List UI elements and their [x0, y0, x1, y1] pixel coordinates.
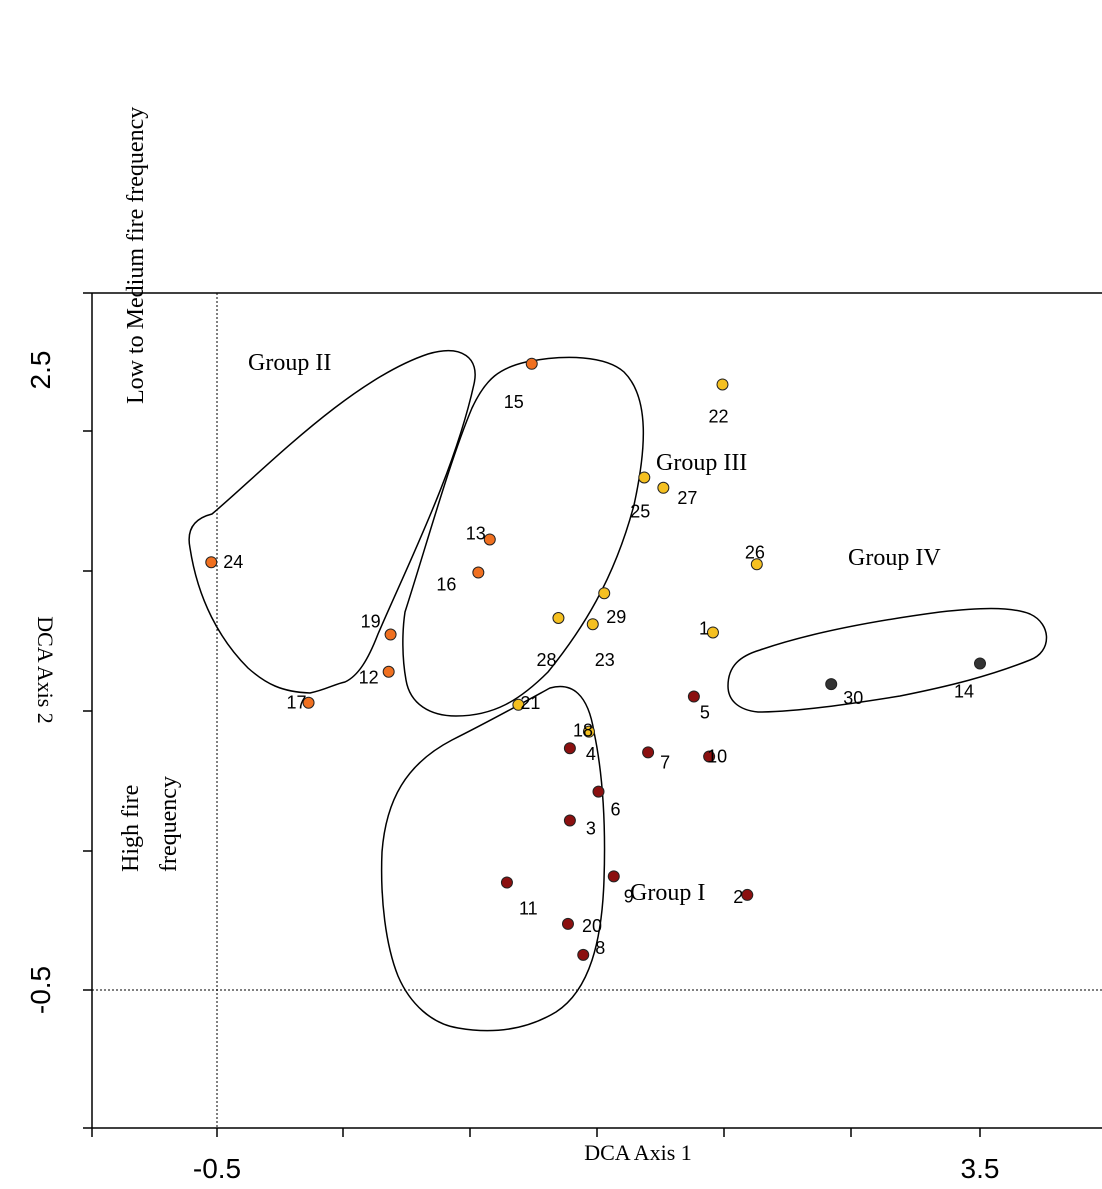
group-names: Group I Group II Group III Group IV — [248, 350, 941, 906]
data-point-label: 6 — [611, 800, 621, 820]
data-point-label: 12 — [359, 668, 379, 688]
tick-labels: -0.5 3.5 -0.5 2.5 — [25, 351, 999, 1184]
data-point-label: 22 — [708, 406, 728, 426]
data-point — [741, 888, 754, 901]
data-point — [577, 948, 590, 961]
reference-lines — [92, 293, 1102, 1128]
annotation-high-fire-line2: frequency — [156, 776, 182, 872]
x-axis-title: DCA Axis 1 — [584, 1140, 692, 1165]
annotation-low-medium-fire: Low to Medium fire frequency — [123, 107, 149, 404]
data-point — [716, 378, 729, 391]
data-point — [205, 556, 218, 569]
data-point-label: 26 — [745, 542, 765, 562]
data-point — [974, 657, 986, 670]
data-point — [825, 678, 838, 691]
data-point — [750, 558, 763, 571]
data-point-label: 2 — [733, 887, 743, 907]
data-point-label: 24 — [223, 552, 243, 572]
group-name-iii: Group III — [656, 450, 747, 476]
group-ii-outline — [188, 350, 476, 694]
data-point — [598, 587, 611, 600]
data-point-label: 20 — [582, 916, 602, 936]
axes — [91, 292, 1102, 1129]
data-point — [592, 785, 605, 798]
data-point-label: 25 — [630, 501, 650, 521]
data-point-label: 18 — [573, 721, 593, 741]
data-point-label: 21 — [520, 693, 540, 713]
data-point — [687, 690, 700, 703]
data-point — [638, 471, 651, 484]
data-point — [472, 566, 485, 579]
point-labels: 1234567891011121314151617181920212223242… — [223, 392, 974, 958]
data-point-label: 15 — [504, 392, 524, 412]
data-point — [525, 357, 538, 370]
group-name-ii: Group II — [248, 350, 331, 376]
data-point-label: 7 — [660, 752, 670, 772]
data-point-label: 4 — [586, 744, 596, 764]
group-name-iv: Group IV — [848, 545, 941, 571]
data-point — [642, 746, 655, 759]
data-point — [512, 698, 525, 711]
data-point-label: 16 — [436, 575, 456, 595]
data-point — [302, 696, 315, 709]
group-name-i: Group I — [630, 880, 705, 906]
data-point — [586, 618, 599, 631]
group-iii-outline — [402, 356, 645, 717]
data-point — [582, 725, 595, 738]
y-tick-label: -0.5 — [25, 966, 56, 1014]
data-point — [483, 533, 496, 546]
data-point — [607, 870, 620, 883]
x-tick-label: -0.5 — [193, 1153, 241, 1184]
data-point-label: 30 — [843, 688, 863, 708]
data-point — [563, 814, 576, 827]
data-point — [561, 917, 574, 930]
data-point-label: 9 — [624, 886, 634, 906]
data-point — [706, 626, 719, 639]
tick-marks — [83, 292, 981, 1137]
data-point-label: 11 — [519, 899, 538, 919]
data-point-label: 5 — [700, 703, 710, 723]
data-point-label: 10 — [707, 746, 727, 766]
group-outlines — [188, 350, 1048, 1032]
data-point-label: 19 — [361, 612, 381, 632]
data-point — [563, 742, 576, 755]
group-i-outline — [380, 685, 606, 1032]
data-point — [657, 481, 670, 494]
data-point-label: 13 — [466, 523, 486, 543]
annotation-high-fire: High fire frequency — [118, 776, 182, 872]
data-point — [384, 628, 397, 641]
data-point — [552, 612, 565, 624]
data-point-label: 8 — [595, 938, 605, 958]
group-iv-outline — [727, 607, 1048, 713]
data-point — [500, 876, 513, 889]
data-point — [382, 665, 395, 678]
annotation-high-fire-line1: High fire — [118, 785, 144, 872]
data-point-label: 27 — [677, 488, 697, 508]
data-point-label: 1 — [699, 618, 709, 638]
data-point-label: 28 — [536, 650, 556, 670]
data-point-label: 17 — [287, 693, 307, 713]
data-point-label: 3 — [586, 819, 596, 839]
x-tick-label: 3.5 — [961, 1153, 1000, 1184]
data-point-label: 29 — [606, 607, 626, 627]
y-axis-title: DCA Axis 2 — [33, 616, 58, 724]
data-point-label: 14 — [954, 681, 974, 701]
data-point — [703, 750, 716, 763]
data-points — [205, 357, 986, 961]
y-tick-label: 2.5 — [25, 351, 56, 390]
data-point-label: 23 — [595, 650, 615, 670]
